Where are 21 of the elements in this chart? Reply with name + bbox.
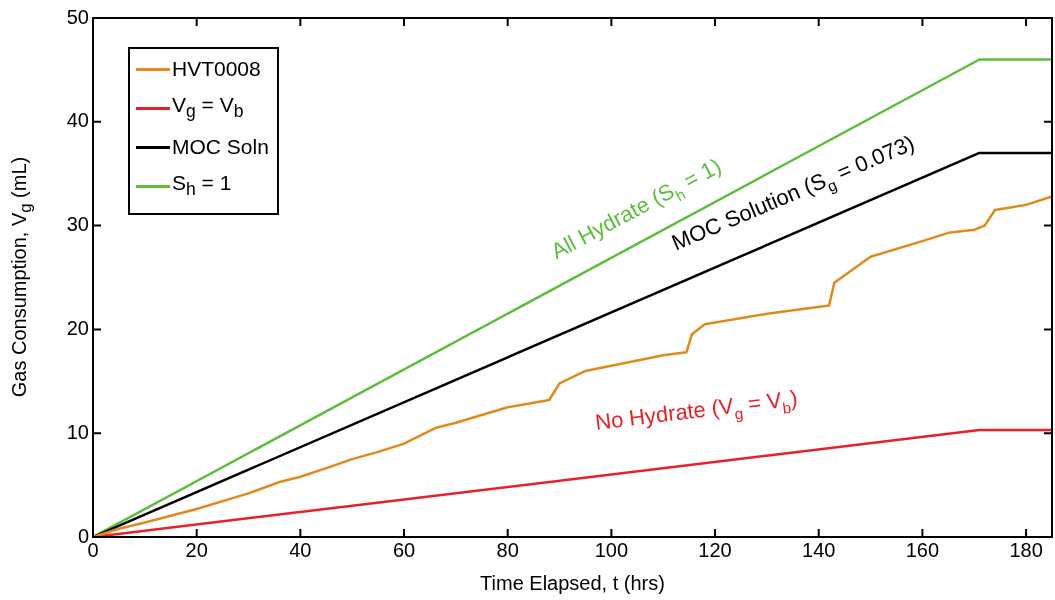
legend-label: S$_{h}$ = 1 <box>172 170 232 202</box>
x-tick-label: 160 <box>905 538 940 561</box>
x-axis-title: Time Elapsed, t (hrs) <box>480 571 665 594</box>
x-tick-label: 140 <box>802 538 836 561</box>
x-tick-label: 80 <box>496 538 519 561</box>
x-tick-label: 180 <box>1009 538 1043 561</box>
legend-label: V$_{g}$ = V$_{b}$ <box>172 92 244 124</box>
x-tick-label: 40 <box>289 538 312 561</box>
y-tick-label: 0 <box>77 524 89 547</box>
x-tick-label: 60 <box>392 538 416 561</box>
y-tick-label: 10 <box>66 420 89 443</box>
x-tick-label: 100 <box>594 538 629 561</box>
legend-label: MOC Soln <box>172 134 269 161</box>
legend-label: HVT0008 <box>172 56 261 82</box>
x-tick-label: 120 <box>698 538 732 561</box>
y-tick-label: 40 <box>66 109 89 132</box>
x-tick-label: 20 <box>185 538 208 561</box>
y-tick-label: 30 <box>66 213 89 236</box>
y-tick-label: 20 <box>66 316 89 339</box>
y-tick-label: 50 <box>66 5 89 28</box>
annotation: No Hydrate (Vg = Vb) <box>593 385 799 435</box>
